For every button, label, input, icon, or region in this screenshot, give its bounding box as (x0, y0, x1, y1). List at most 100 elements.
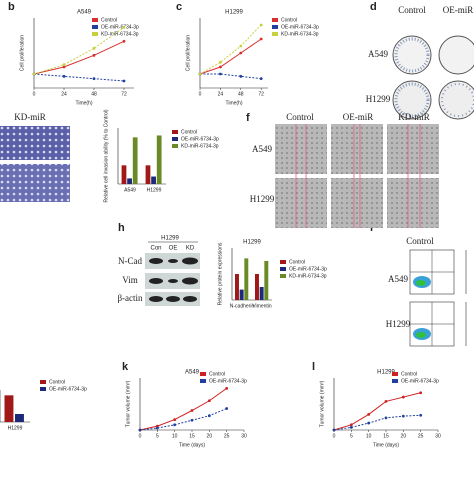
bar (127, 178, 132, 184)
y-axis-label: Tumor volume (mm³) (319, 380, 325, 427)
row-label: H1299 (366, 94, 391, 104)
x-tick-label: 0 (33, 91, 36, 97)
legend-swatch (92, 25, 98, 29)
data-point (219, 65, 222, 69)
bar (121, 165, 127, 184)
western-blot: H1299 Con OE KD N-Cad Vim β-actin (117, 236, 200, 306)
legend-label: Control (401, 371, 417, 377)
x-tick-label: 15 (189, 433, 195, 439)
data-point (384, 400, 388, 403)
data-point (219, 60, 222, 64)
x-tick-label: H1299 (147, 187, 162, 193)
bar (264, 261, 269, 300)
bar (145, 165, 151, 184)
data-point (259, 37, 263, 41)
data-point (259, 77, 263, 81)
data-point (122, 25, 126, 29)
image-label: KD-miR (14, 112, 46, 122)
legend-swatch (272, 25, 278, 29)
x-tick-label: 5 (350, 433, 353, 439)
x-axis-label: Time(h) (75, 100, 92, 106)
flow-plots: Control A549 H1299 (386, 236, 467, 347)
row-label: A549 (252, 144, 272, 154)
legend-label: Control (289, 259, 305, 265)
x-tick-label: 0 (199, 91, 202, 97)
panel-letter: f (246, 112, 250, 124)
x-tick-label: 20 (207, 433, 213, 439)
band-label: β-actin (117, 293, 143, 303)
legend-swatch (40, 380, 46, 384)
legend-label: OE-miR-6734-3p (281, 24, 319, 30)
y-axis-label: Relative cell invasion ability (% to Con… (103, 109, 109, 202)
data-point (419, 413, 423, 417)
legend-label: OE-miR-6734-3p (181, 136, 219, 142)
data-point (122, 39, 126, 43)
x-tick-label: 20 (401, 433, 407, 439)
panel-letter: d (370, 1, 377, 13)
panel-letter: k (122, 361, 129, 373)
legend-swatch (172, 130, 178, 134)
column-label: KD-miR (398, 112, 430, 122)
column-label: OE-miR (443, 5, 474, 15)
bar (255, 274, 259, 300)
x-tick-label: 10 (172, 433, 178, 439)
legend-label: OE-miR-6734-3p (209, 378, 247, 384)
x-tick-label: 30 (241, 433, 247, 439)
x-tick-label: 10 (366, 433, 372, 439)
legend-label: KD-miR-6734-3p (181, 143, 219, 149)
legend-label: Control (49, 379, 65, 385)
colony-panel: Control OE-miR A549 H1299 (366, 5, 474, 120)
legend-swatch (172, 137, 178, 141)
x-tick-label: 30 (435, 433, 441, 439)
data-point (349, 426, 353, 429)
bar (156, 135, 162, 184)
x-tick-label: 24 (61, 91, 67, 97)
data-point (239, 44, 243, 48)
data-point (32, 72, 36, 76)
bar (244, 258, 249, 300)
x-tick-label: 24 (218, 91, 224, 97)
bar (4, 395, 14, 422)
band-label: N-Cad (118, 256, 142, 266)
data-point (138, 428, 142, 432)
legend-label: Control (181, 129, 197, 135)
data-point (173, 418, 177, 421)
data-point (349, 423, 353, 427)
legend-swatch (280, 260, 286, 264)
panel-letter: l (312, 361, 315, 373)
legend-swatch (392, 372, 398, 376)
legend-label: Control (101, 17, 117, 23)
row-label: H1299 (386, 319, 411, 329)
legend-swatch (200, 372, 206, 376)
x-tick-label: 25 (224, 433, 230, 439)
data-point (173, 423, 177, 427)
data-point (259, 23, 263, 27)
panel-letter: h (118, 222, 125, 234)
x-tick-label: Vimentin (252, 303, 272, 309)
chart-title: A549 (185, 370, 200, 376)
legend-swatch (272, 32, 278, 36)
data-point (92, 53, 96, 57)
x-tick-label: A549 (124, 187, 136, 193)
data-point (92, 46, 96, 50)
y-axis-label: Cell proliferation (185, 35, 191, 71)
x-tick-label: 48 (238, 91, 244, 97)
data-point (239, 74, 243, 78)
chart-title: H1299 (377, 370, 395, 376)
panel-letter: c (176, 1, 182, 13)
x-tick-label: 15 (383, 433, 389, 439)
data-point (92, 77, 96, 81)
data-point (62, 65, 66, 69)
x-tick-label: 5 (156, 433, 159, 439)
lane-label: KD (186, 246, 195, 252)
legend-swatch (272, 18, 278, 22)
x-tick-label: 25 (418, 433, 424, 439)
x-tick-label: H1299 (8, 425, 23, 431)
legend-label: Control (281, 17, 297, 23)
blot-title: H1299 (161, 236, 179, 242)
data-point (190, 409, 194, 412)
legend-label: KD-miR-6734-3p (101, 31, 139, 37)
data-point (198, 72, 202, 76)
column-label: OE-miR (343, 112, 374, 122)
